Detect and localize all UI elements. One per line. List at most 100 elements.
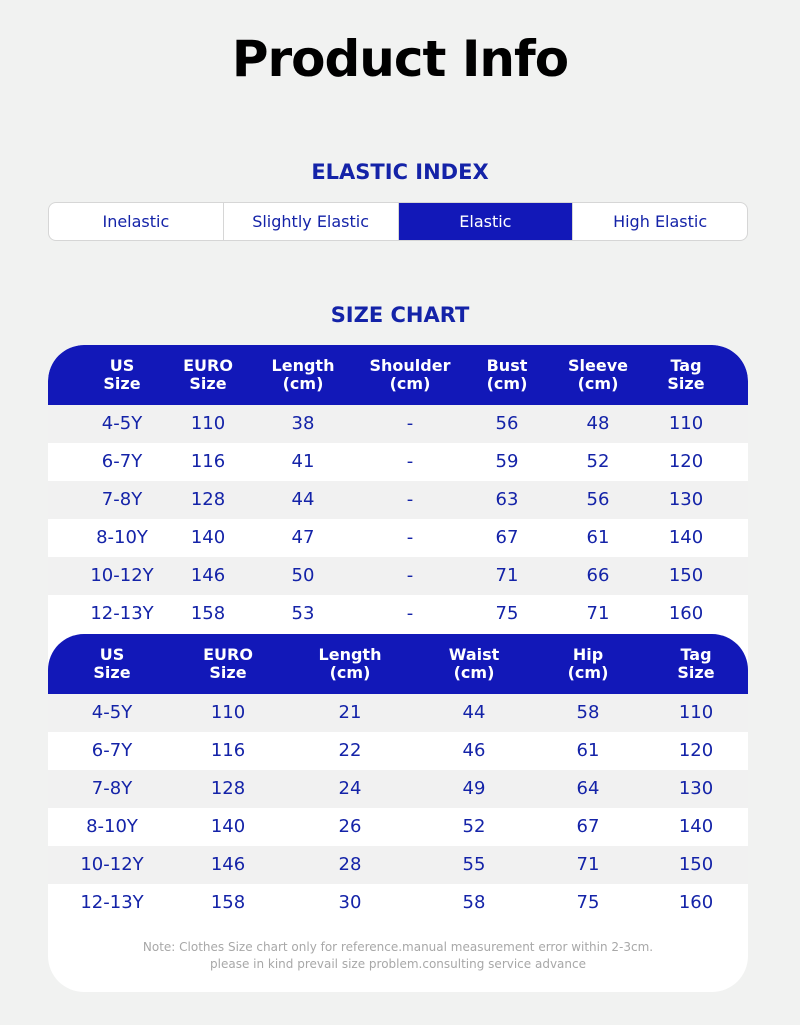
tops-cell: 53 (291, 603, 315, 624)
tops-cell: 130 (668, 489, 704, 510)
bottoms-header-cell: US Size (93, 645, 131, 682)
bottoms-cell: 55 (462, 854, 486, 875)
bottoms-cell: 64 (576, 778, 600, 799)
bottoms-cell: 6-7Y (91, 740, 133, 761)
tops-cell: 4-5Y (101, 413, 143, 434)
bottoms-cell: 22 (338, 740, 362, 761)
bottoms-cell: 71 (576, 854, 600, 875)
table-row: 4-5Y 110 38 - 56 48 110 (48, 405, 748, 443)
bottoms-table-header: US Size EURO Size Length (cm) Waist (cm) Hip… (48, 634, 748, 694)
tops-cell: 160 (668, 603, 704, 624)
bottoms-cell: 140 (678, 816, 714, 837)
tops-table-header: US Size EURO Size Length (cm) Shoulder (cm)… (48, 345, 748, 405)
tops-cell: 146 (190, 565, 226, 586)
bottoms-cell: 67 (576, 816, 600, 837)
bottoms-cell: 28 (338, 854, 362, 875)
tops-header-cell: Shoulder (cm) (369, 356, 451, 393)
bottoms-cell: 128 (210, 778, 246, 799)
size-chart-card: US Size EURO Size Length (cm) Shoulder (cm)… (48, 345, 748, 992)
tops-cell: 158 (190, 603, 226, 624)
elastic-option-inelastic: Inelastic (49, 203, 224, 240)
tops-cell: - (406, 565, 414, 586)
bottoms-cell: 7-8Y (91, 778, 133, 799)
bottoms-cell: 130 (678, 778, 714, 799)
tops-header-cell: US Size (103, 356, 141, 393)
table-row: 8-10Y 140 47 - 67 61 140 (48, 519, 748, 557)
bottoms-header-cell: Tag Size (677, 645, 715, 682)
bottoms-cell: 26 (338, 816, 362, 837)
tops-header-cell: Tag Size (667, 356, 705, 393)
tops-cell: - (406, 451, 414, 472)
tops-cell: 7-8Y (101, 489, 143, 510)
bottoms-cell: 30 (338, 892, 362, 913)
tops-cell: 66 (586, 565, 610, 586)
tops-cell: 50 (291, 565, 315, 586)
tops-cell: 116 (190, 451, 226, 472)
bottoms-header-cell: Waist (cm) (448, 645, 500, 682)
size-note-line-2: please in kind prevail size problem.cons… (210, 957, 586, 971)
tops-header-cell: Sleeve (cm) (568, 356, 628, 393)
bottoms-cell: 44 (462, 702, 486, 723)
tops-cell: 59 (495, 451, 519, 472)
table-row: 4-5Y 110 21 44 58 110 (48, 694, 748, 732)
table-row: 7-8Y 128 24 49 64 130 (48, 770, 748, 808)
tops-cell: 8-10Y (96, 527, 148, 548)
table-row: 12-13Y 158 53 - 75 71 160 (48, 595, 748, 633)
table-row: 8-10Y 140 26 52 67 140 (48, 808, 748, 846)
tops-cell: 48 (586, 413, 610, 434)
tops-cell: - (406, 527, 414, 548)
tops-cell: 71 (586, 603, 610, 624)
bottoms-cell: 52 (462, 816, 486, 837)
table-row: 6-7Y 116 41 - 59 52 120 (48, 443, 748, 481)
page-title: Product Info (231, 30, 569, 88)
bottoms-cell: 61 (576, 740, 600, 761)
elastic-option-high-elastic: High Elastic (613, 212, 708, 231)
bottoms-header-cell: Hip (cm) (567, 645, 609, 682)
table-row: 12-13Y 158 30 58 75 160 (48, 884, 748, 922)
tops-header-cell: Bust (cm) (486, 356, 528, 393)
bottoms-cell: 8-10Y (86, 816, 138, 837)
elastic-option-elastic: Elastic (398, 203, 574, 240)
elastic-option-slightly-elastic: Slightly Elastic (224, 203, 399, 240)
bottoms-cell: 10-12Y (80, 854, 144, 875)
tops-cell: 140 (190, 527, 226, 548)
bottoms-cell: 4-5Y (91, 702, 133, 723)
tops-cell: 47 (291, 527, 315, 548)
bottoms-header-cell: EURO Size (203, 645, 253, 682)
table-row: 6-7Y 116 22 46 61 120 (48, 732, 748, 770)
tops-header-cell: EURO Size (183, 356, 233, 393)
bottoms-header-cell: Length (cm) (318, 645, 382, 682)
tops-cell: 44 (291, 489, 315, 510)
bottoms-cell: 49 (462, 778, 486, 799)
tops-cell: 61 (586, 527, 610, 548)
bottoms-cell: 12-13Y (80, 892, 144, 913)
tops-cell: 150 (668, 565, 704, 586)
bottoms-cell: 24 (338, 778, 362, 799)
bottoms-cell: 160 (678, 892, 714, 913)
tops-cell: 6-7Y (101, 451, 143, 472)
bottoms-cell: 150 (678, 854, 714, 875)
bottoms-cell: 116 (210, 740, 246, 761)
tops-cell: 52 (586, 451, 610, 472)
tops-cell: 12-13Y (90, 603, 154, 624)
tops-cell: 110 (190, 413, 226, 434)
tops-cell: 63 (495, 489, 519, 510)
tops-header-cell: Length (cm) (271, 356, 335, 393)
tops-cell: 75 (495, 603, 519, 624)
size-chart-title: SIZE CHART (330, 303, 470, 327)
bottoms-cell: 140 (210, 816, 246, 837)
tops-cell: 120 (668, 451, 704, 472)
table-row: 7-8Y 128 44 - 63 56 130 (48, 481, 748, 519)
bottoms-cell: 120 (678, 740, 714, 761)
bottoms-cell: 146 (210, 854, 246, 875)
bottoms-cell: 110 (678, 702, 714, 723)
tops-cell: 110 (668, 413, 704, 434)
tops-cell: - (406, 413, 414, 434)
tops-cell: 140 (668, 527, 704, 548)
bottoms-cell: 110 (210, 702, 246, 723)
bottoms-cell: 58 (462, 892, 486, 913)
bottoms-cell: 46 (462, 740, 486, 761)
elastic-index-title: ELASTIC INDEX (311, 160, 489, 184)
bottoms-cell: 58 (576, 702, 600, 723)
tops-cell: 56 (495, 413, 519, 434)
